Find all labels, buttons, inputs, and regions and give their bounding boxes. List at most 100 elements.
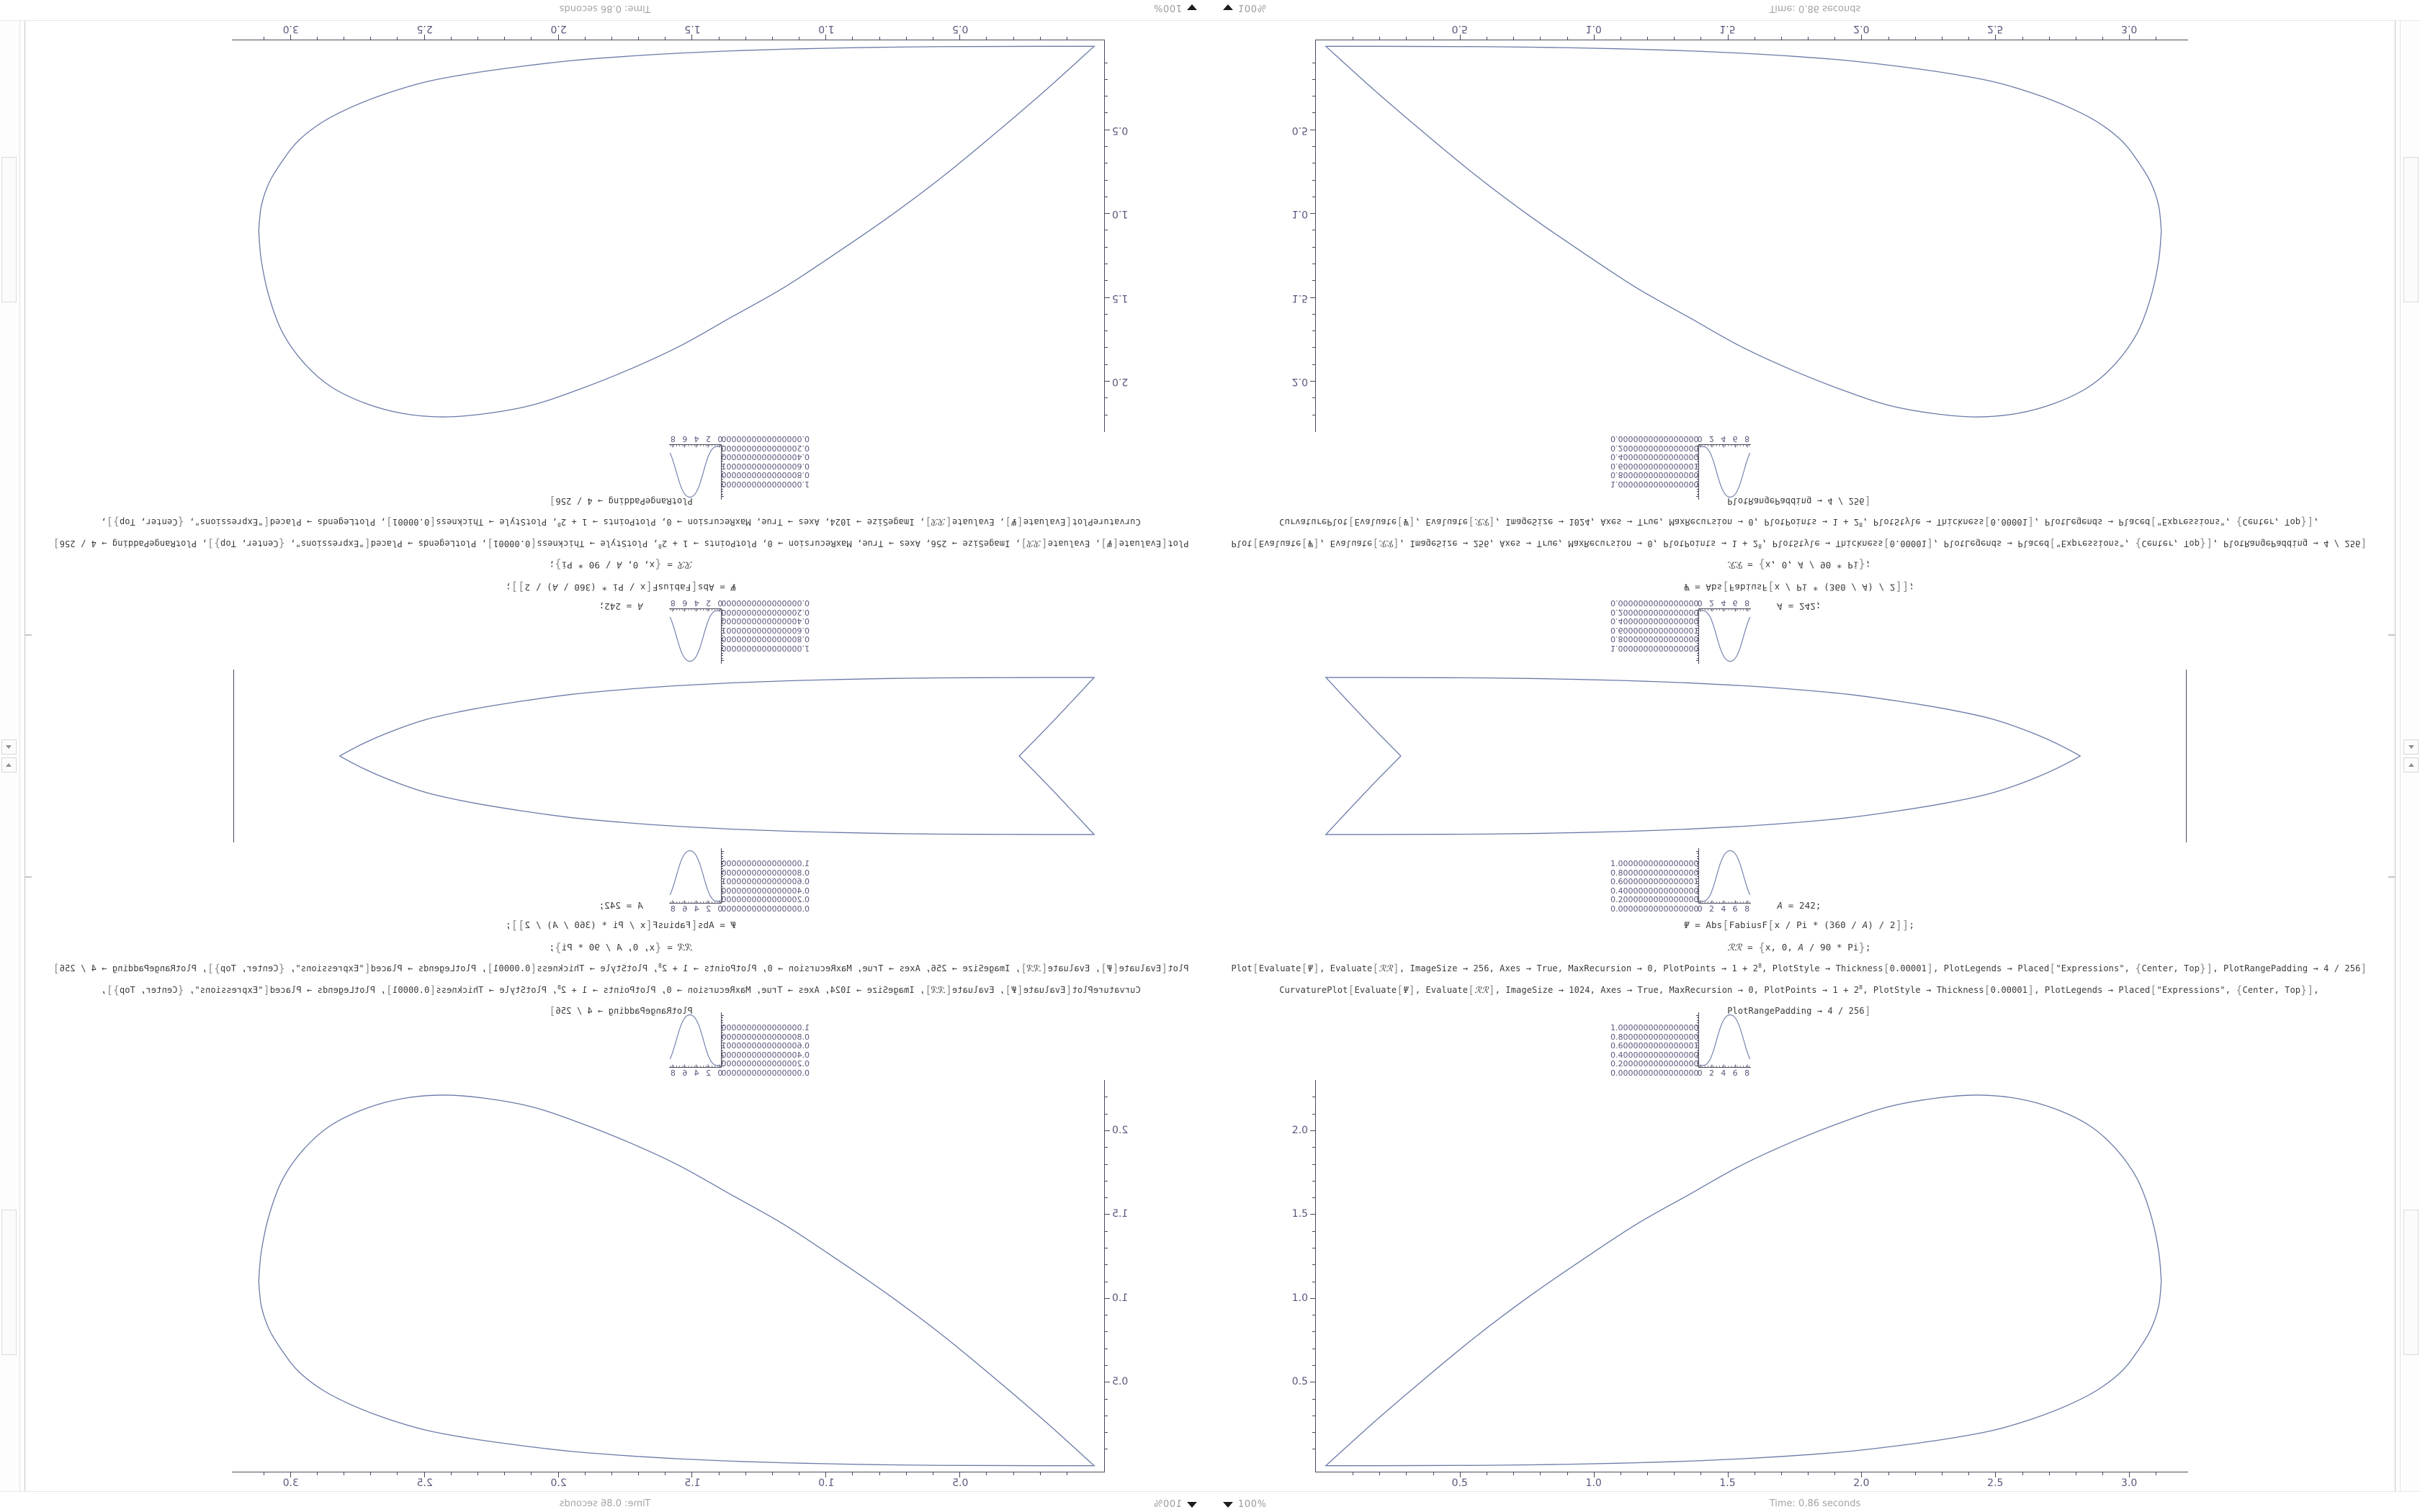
legend-miniplot-top[interactable]: 0.0000000000000000 0.2000000000000000 0.40…: [1610, 598, 1753, 664]
curvature-plot-output[interactable]: 0.5 1.0 1.5 2.0 0.5 1.0 1.5 2.0 2.5 3.0: [232, 23, 1128, 432]
curvature-plot-previous-output[interactable]: 0.51.01.52.0: [1315, 670, 2187, 756]
vertical-scrollbar[interactable]: [0, 756, 20, 1512]
curvature-plot-xtick-minor: [986, 1472, 987, 1475]
cell-bracket-group[interactable]: [2388, 13, 2396, 635]
code-line-rangepadding[interactable]: PlotRangePadding → 4 / 256]: [1727, 1004, 1871, 1017]
scrollbar-up-button[interactable]: [1, 739, 17, 755]
code-line-curvatureplot[interactable]: CurvaturePlot[Evaluate[Ψ], Evaluate[ℛℛ],…: [1279, 516, 2319, 529]
curvature-plot-xtick-minor: [1888, 1472, 1889, 1475]
curvature-plot-previous-output[interactable]: 0.51.01.52.0: [1315, 756, 2187, 842]
quadrant-top-right[interactable]: 0.51.01.52.0 0.00000000000000000.2000000…: [1210, 0, 2420, 756]
legend-ytick-label: 0.0000000000000000: [721, 434, 810, 444]
cell-bracket-output-previous[interactable]: [24, 635, 32, 756]
quadrant-top-left[interactable]: 0.51.01.52.0 0.00000000000000000.2000000…: [0, 0, 1210, 756]
legend-miniplot-bottom-ylabels: 0.0000000000000000 0.2000000000000000 0.40…: [721, 434, 810, 489]
code-line-rangepadding[interactable]: PlotRangePadding → 4 / 256]: [1727, 495, 1871, 508]
scrollbar-thumb[interactable]: [1, 157, 17, 302]
code-line-rangepadding[interactable]: PlotRangePadding → 4 / 256]: [549, 1004, 693, 1017]
cell-bracket-group[interactable]: [24, 13, 32, 635]
curvature-plot-xtick-minor: [2022, 1472, 2023, 1475]
code-line-curvatureplot[interactable]: CurvaturePlot[Evaluate[Ψ], Evaluate[ℛℛ],…: [1279, 983, 2319, 996]
curvature-plot-output[interactable]: 0.5 1.0 1.5 2.0 0.5 1.0 1.5 2.0 2.5 3.0: [232, 1080, 1128, 1489]
curvature-plot-xtick-minor: [638, 1472, 640, 1475]
legend-xtick-label: 2: [1708, 904, 1714, 914]
code-line-rangepadding[interactable]: PlotRangePadding → 4 / 256]: [549, 495, 693, 508]
scrollbar-thumb[interactable]: [1, 1210, 17, 1355]
curvature-plot-xtick: [290, 1472, 291, 1477]
scrollbar-up-button[interactable]: [2403, 739, 2419, 755]
curvature-plot-xtick-minor: [317, 1472, 318, 1475]
legend-miniplot-top[interactable]: 0.0000000000000000 0.2000000000000000 0.40…: [667, 598, 810, 664]
curvature-plot-xtick-minor: [745, 1472, 746, 1475]
code-line-plot[interactable]: Plot[Evaluate[Ψ], Evaluate[ℛℛ], ImageSiz…: [53, 536, 1189, 550]
code-line-alpha[interactable]: Α = 242;: [1777, 900, 1821, 911]
code-line-alpha[interactable]: Α = 242;: [599, 900, 643, 911]
code-line-psi[interactable]: Ψ = Abs[FabiusF[x / Pi * (360 / Α) / 2]]…: [505, 580, 737, 593]
legend-miniplot-bottom[interactable]: 0.0000000000000000 0.2000000000000000 0.40…: [667, 1012, 810, 1078]
vertical-scrollbar[interactable]: [0, 0, 20, 756]
quadrant-bottom-right[interactable]: 0.51.01.52.0 0.00000000000000000.2000000…: [1210, 756, 2420, 1512]
cell-bracket-group[interactable]: [24, 877, 32, 1499]
legend-miniplot-top[interactable]: 0.0000000000000000 0.2000000000000000 0.40…: [1610, 848, 1753, 914]
scrollbar-up-button[interactable]: [2403, 757, 2419, 773]
cell-bracket-output-previous[interactable]: [2388, 635, 2396, 756]
curvature-plot-ytick: [1105, 1130, 1110, 1131]
legend-xtick-label: 2: [1708, 434, 1714, 444]
legend-miniplot-top[interactable]: 0.0000000000000000 0.2000000000000000 0.40…: [667, 848, 810, 914]
vertical-scrollbar[interactable]: [2400, 756, 2420, 1512]
fabius-function-curve: [1700, 1014, 1751, 1066]
code-line-psi[interactable]: Ψ = Abs[FabiusF[x / Pi * (360 / Α) / 2]]…: [1683, 919, 1915, 932]
code-line-alpha[interactable]: Α = 242;: [599, 601, 643, 612]
code-line-range[interactable]: ℛℛ = {x, 0, Α / 90 * Pi};: [1727, 940, 1871, 954]
curvature-plot-xtick-label: 2.5: [1987, 1477, 2004, 1489]
legend-ytick-label: 0.6000000000000001: [721, 877, 810, 887]
zoom-control[interactable]: 100%: [1223, 1499, 1267, 1510]
legend-ytick-label: 0.6000000000000001: [721, 461, 810, 471]
curvature-plot-output[interactable]: 0.5 1.0 1.5 2.0 0.5 1.0 1.5 2.0 2.5 3.0: [1292, 1080, 2188, 1489]
legend-miniplot-bottom[interactable]: 0.0000000000000000 0.2000000000000000 0.40…: [667, 434, 810, 500]
vertical-scrollbar[interactable]: [2400, 0, 2420, 756]
curvature-plot-ytick-minor: [1105, 78, 1108, 80]
curvature-curve-main: [1325, 1094, 2162, 1467]
code-line-plot[interactable]: Plot[Evaluate[Ψ], Evaluate[ℛℛ], ImageSiz…: [1231, 536, 2367, 550]
scrollbar-up-button[interactable]: [1, 757, 17, 773]
code-line-plot[interactable]: Plot[Evaluate[Ψ], Evaluate[ℛℛ], ImageSiz…: [53, 962, 1189, 976]
legend-miniplot-bottom[interactable]: 0.0000000000000000 0.2000000000000000 0.40…: [1610, 434, 1753, 500]
input-code-cell[interactable]: Α = 242; Ψ = Abs[FabiusF[x / Pi * (360 /…: [32, 897, 1210, 1022]
scrollbar-thumb[interactable]: [2403, 157, 2419, 302]
code-line-psi[interactable]: Ψ = Abs[FabiusF[x / Pi * (360 / Α) / 2]]…: [1683, 580, 1915, 593]
code-line-curvatureplot[interactable]: CurvaturePlot[Evaluate[Ψ], Evaluate[ℛℛ],…: [101, 983, 1141, 996]
cell-bracket-output-previous[interactable]: [24, 756, 32, 877]
scrollbar-thumb[interactable]: [2403, 1210, 2419, 1355]
code-line-range[interactable]: ℛℛ = {x, 0, Α / 90 * Pi};: [1727, 558, 1871, 572]
legend-miniplot-bottom[interactable]: 0.0000000000000000 0.2000000000000000 0.40…: [1610, 1012, 1753, 1078]
cell-bracket-group[interactable]: [2388, 877, 2396, 1499]
chevron-down-icon[interactable]: [1223, 1501, 1233, 1508]
curvature-plot-previous-output[interactable]: 0.51.01.52.0: [233, 670, 1105, 756]
cell-bracket-output-previous[interactable]: [2388, 756, 2396, 877]
quadrant-bottom-left[interactable]: 0.51.01.52.0 0.00000000000000000.2000000…: [0, 756, 1210, 1512]
curvature-plot-ytick-minor: [1105, 364, 1108, 365]
curvature-plot-ytick-label: 1.0: [1291, 1292, 1308, 1304]
legend-ytick-label: 0.6000000000000001: [1610, 877, 1699, 887]
code-line-range[interactable]: ℛℛ = {x, 0, Α / 90 * Pi};: [549, 558, 693, 572]
code-line-alpha[interactable]: Α = 242;: [1777, 601, 1821, 612]
code-line-psi[interactable]: Ψ = Abs[FabiusF[x / Pi * (360 / Α) / 2]]…: [505, 919, 737, 932]
curvature-plot-ytick: [1310, 381, 1315, 382]
code-line-plot[interactable]: Plot[Evaluate[Ψ], Evaluate[ℛℛ], ImageSiz…: [1231, 962, 2367, 976]
curvature-plot-ytick-label: 2.0: [1112, 376, 1129, 388]
legend-miniplot-bottom-ylabels: 0.0000000000000000 0.2000000000000000 0.40…: [1610, 434, 1698, 489]
code-line-curvatureplot[interactable]: CurvaturePlot[Evaluate[Ψ], Evaluate[ℛℛ],…: [101, 516, 1141, 529]
curvature-teardrop-curve: [259, 677, 1095, 756]
legend-ytick-label: 0.8000000000000000: [1610, 634, 1699, 644]
input-code-cell[interactable]: Α = 242; Ψ = Abs[FabiusF[x / Pi * (360 /…: [1210, 897, 2388, 1022]
input-code-cell[interactable]: Α = 242; Ψ = Abs[FabiusF[x / Pi * (360 /…: [1210, 490, 2388, 615]
input-code-cell[interactable]: Α = 242; Ψ = Abs[FabiusF[x / Pi * (360 /…: [32, 490, 1210, 615]
curvature-plot-previous-output[interactable]: 0.51.01.52.0: [233, 756, 1105, 842]
curvature-teardrop-curve: [1325, 45, 2162, 418]
curvature-plot-output[interactable]: 0.5 1.0 1.5 2.0 0.5 1.0 1.5 2.0 2.5 3.0: [1292, 23, 2188, 432]
curvature-plot-xtick: [691, 1472, 693, 1477]
code-line-range[interactable]: ℛℛ = {x, 0, Α / 90 * Pi};: [549, 940, 693, 954]
fabius-function-curve: [1700, 446, 1751, 498]
